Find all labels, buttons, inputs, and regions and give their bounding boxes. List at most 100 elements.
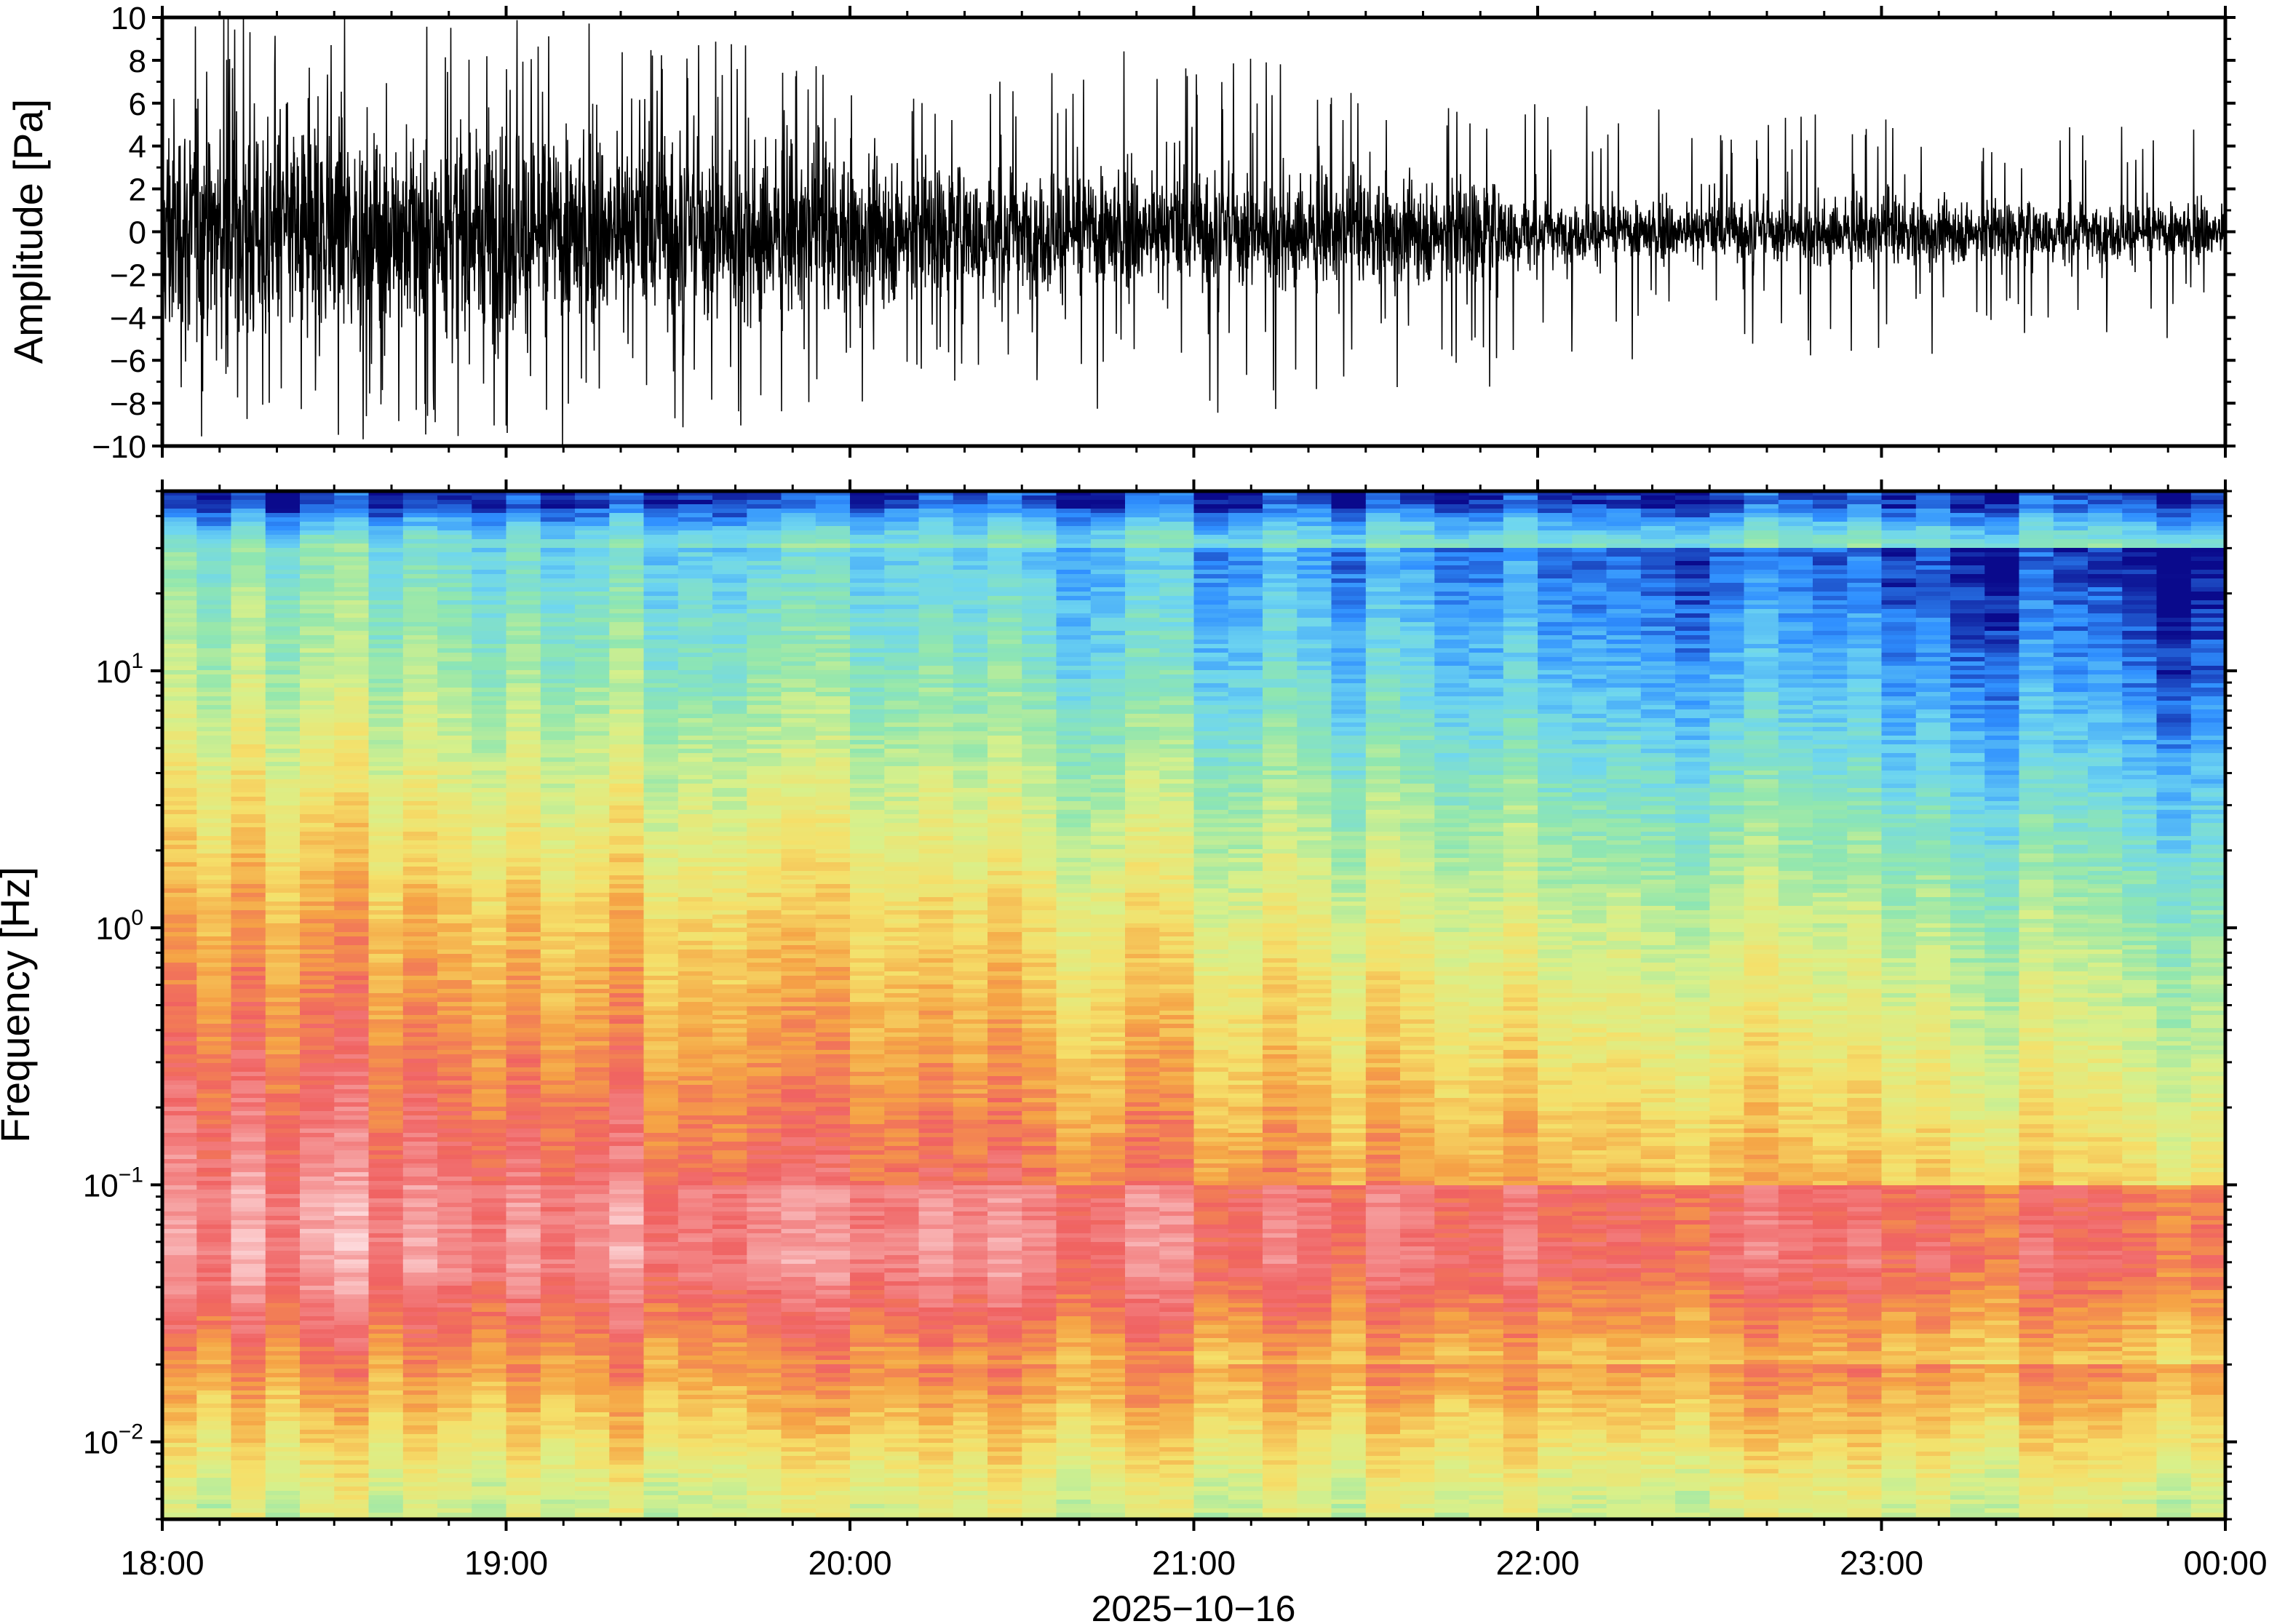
spectrogram-cell bbox=[575, 810, 610, 815]
spectrogram-cell bbox=[265, 565, 301, 570]
spectrogram-cell bbox=[368, 1434, 404, 1439]
spectrogram-cell bbox=[815, 1273, 851, 1278]
spectrogram-cell bbox=[368, 928, 404, 933]
spectrogram-cell bbox=[609, 578, 645, 584]
spectrogram-cell bbox=[677, 596, 713, 601]
spectrogram-cell bbox=[781, 718, 816, 723]
spectrogram-cell bbox=[402, 557, 438, 562]
spectrogram-cell bbox=[265, 1259, 301, 1265]
spectrogram-cell bbox=[196, 941, 232, 946]
spectrogram-cell bbox=[472, 945, 507, 950]
spectrogram-cell bbox=[162, 1159, 197, 1164]
spectrogram-cell bbox=[162, 788, 197, 793]
spectrogram-cell bbox=[506, 1242, 541, 1247]
spectrogram-cell bbox=[781, 993, 816, 998]
spectrogram-cell bbox=[506, 788, 541, 793]
spectrogram-cell bbox=[334, 504, 370, 509]
spectrogram-cell bbox=[815, 884, 851, 889]
spectrogram-cell bbox=[472, 849, 507, 854]
spectrogram-cell bbox=[437, 1307, 472, 1313]
spectrogram-cell bbox=[231, 1150, 266, 1155]
spectrogram-cell bbox=[402, 1133, 438, 1138]
spectrogram-cell bbox=[472, 1273, 507, 1278]
spectrogram-cell bbox=[300, 814, 335, 819]
spectrogram-cell bbox=[162, 1024, 197, 1029]
spectrogram-cell bbox=[506, 1142, 541, 1147]
spectrogram-cell bbox=[677, 1111, 713, 1116]
spectrogram-cell bbox=[472, 936, 507, 942]
spectrogram-cell bbox=[609, 688, 645, 693]
spectrogram-cell bbox=[196, 1382, 232, 1387]
spectrogram-cell bbox=[402, 679, 438, 684]
spectrogram-cell bbox=[265, 1264, 301, 1269]
spectrogram-cell bbox=[712, 692, 747, 697]
spectrogram-cell bbox=[196, 775, 232, 780]
spectrogram-cell bbox=[196, 714, 232, 719]
spectrogram-cell bbox=[265, 840, 301, 845]
spectrogram-cell bbox=[300, 989, 335, 994]
spectrogram-cell bbox=[540, 1168, 576, 1173]
spectrogram-cell bbox=[402, 1447, 438, 1452]
spectrogram-cell bbox=[712, 1024, 747, 1029]
spectrogram-cell bbox=[781, 1177, 816, 1182]
spectrogram-cell bbox=[402, 836, 438, 841]
spectrogram-cell bbox=[815, 648, 851, 653]
spectrogram-cell bbox=[368, 1382, 404, 1387]
spectrogram-cell bbox=[506, 1347, 541, 1352]
spectrogram-cell bbox=[747, 1111, 782, 1116]
spectrogram-cell bbox=[231, 1216, 266, 1221]
spectrogram-cell bbox=[712, 583, 747, 588]
spectrogram-cell bbox=[472, 984, 507, 990]
spectrogram-cell bbox=[196, 1369, 232, 1374]
spectrogram-cell bbox=[747, 692, 782, 697]
spectrogram-cell bbox=[712, 1508, 747, 1513]
spectrogram-cell bbox=[540, 1316, 576, 1321]
spectrogram-cell bbox=[437, 1168, 472, 1173]
spectrogram-cell bbox=[815, 1417, 851, 1422]
spectrogram-cell bbox=[850, 810, 885, 815]
spectrogram-cell bbox=[540, 1390, 576, 1396]
spectrogram-cell bbox=[747, 1216, 782, 1221]
spectrogram-cell bbox=[643, 1198, 679, 1203]
spectrogram-cell bbox=[265, 705, 301, 710]
spectrogram-cell bbox=[643, 657, 679, 662]
spectrogram-cell bbox=[575, 1242, 610, 1247]
spectrogram-cell bbox=[815, 692, 851, 697]
spectrogram-cell bbox=[850, 819, 885, 824]
spectrogram-cell bbox=[300, 736, 335, 741]
spectrogram-cell bbox=[300, 963, 335, 968]
spectrogram-cell bbox=[437, 867, 472, 872]
spectrogram-cell bbox=[231, 500, 266, 505]
spectrogram-cell bbox=[712, 1006, 747, 1011]
spectrogram-cell bbox=[334, 1412, 370, 1417]
spectrogram-cell bbox=[368, 1006, 404, 1011]
spectrogram-cell bbox=[196, 1325, 232, 1330]
spectrogram-cell bbox=[196, 1408, 232, 1413]
spectrogram-cell bbox=[712, 1059, 747, 1064]
spectrogram-cell bbox=[540, 1338, 576, 1343]
spectrogram-cell bbox=[368, 1342, 404, 1348]
spectrogram-cell bbox=[334, 1203, 370, 1208]
spectrogram-cell bbox=[712, 1089, 747, 1094]
spectrogram-cell bbox=[300, 941, 335, 946]
spectrogram-cell bbox=[472, 1399, 507, 1404]
spectrogram-cell bbox=[300, 893, 335, 898]
spectrogram-cell bbox=[609, 1294, 645, 1299]
spectrogram-cell bbox=[437, 530, 472, 536]
spectrogram-cell bbox=[231, 1098, 266, 1103]
spectrogram-cell bbox=[368, 1015, 404, 1020]
spectrogram-cell bbox=[402, 530, 438, 536]
spectrogram-cell bbox=[437, 1377, 472, 1382]
spectrogram-cell bbox=[402, 644, 438, 649]
spectrogram-cell bbox=[162, 766, 197, 771]
spectrogram-cell bbox=[334, 954, 370, 959]
spectrogram-cell bbox=[677, 1211, 713, 1217]
spectrogram-cell bbox=[265, 958, 301, 963]
spectrogram-cell bbox=[402, 1395, 438, 1400]
spectrogram-cell bbox=[437, 936, 472, 942]
spectrogram-cell bbox=[677, 1347, 713, 1352]
spectrogram-cell bbox=[540, 1460, 576, 1465]
spectrogram-cell bbox=[815, 522, 851, 527]
spectrogram-cell bbox=[162, 1447, 197, 1452]
spectrogram-cell bbox=[850, 592, 885, 597]
